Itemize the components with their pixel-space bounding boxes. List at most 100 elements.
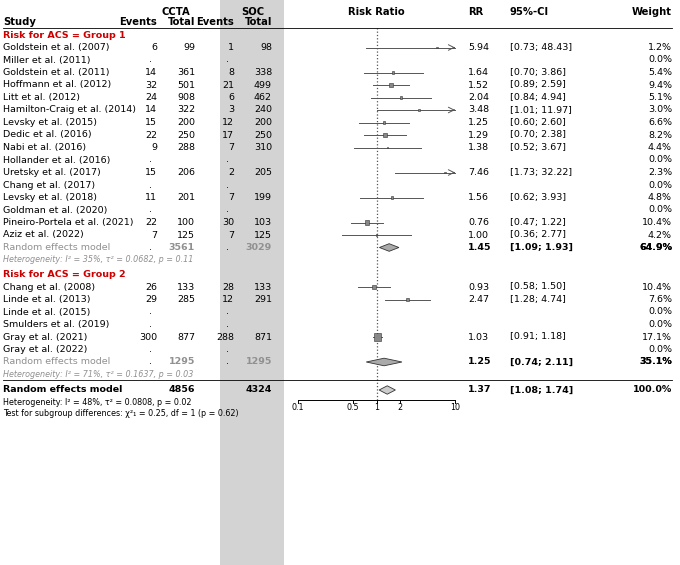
Text: 4856: 4856: [169, 385, 195, 394]
Text: 30: 30: [222, 218, 234, 227]
Text: 1: 1: [228, 43, 234, 52]
Text: .: .: [226, 320, 229, 329]
Text: Linde et al. (2013): Linde et al. (2013): [3, 295, 90, 304]
Text: 250: 250: [177, 131, 195, 140]
Text: 1.25: 1.25: [468, 358, 492, 367]
Text: Total: Total: [245, 17, 272, 27]
Polygon shape: [379, 386, 395, 394]
Text: 199: 199: [254, 193, 272, 202]
Text: 11: 11: [145, 193, 157, 202]
Text: 1.37: 1.37: [468, 385, 492, 394]
Text: 310: 310: [254, 143, 272, 152]
Text: .: .: [226, 243, 229, 252]
Text: Events: Events: [197, 17, 234, 27]
Text: [0.47; 1.22]: [0.47; 1.22]: [510, 218, 566, 227]
Text: 7.46: 7.46: [468, 168, 489, 177]
Text: 1.38: 1.38: [468, 143, 489, 152]
Text: CCTA: CCTA: [162, 7, 190, 17]
Text: 0.0%: 0.0%: [648, 345, 672, 354]
Text: 10.4%: 10.4%: [642, 282, 672, 292]
Text: 0.93: 0.93: [468, 282, 489, 292]
Text: [0.70; 3.86]: [0.70; 3.86]: [510, 68, 566, 77]
Text: [0.91; 1.18]: [0.91; 1.18]: [510, 332, 566, 341]
Text: 2.04: 2.04: [468, 93, 489, 102]
Text: SOC: SOC: [241, 7, 265, 17]
Text: Weight: Weight: [632, 7, 672, 17]
Text: Chang et al. (2017): Chang et al. (2017): [3, 180, 95, 189]
Bar: [220, 0, 284, 565]
Text: 9.4%: 9.4%: [648, 80, 672, 89]
Text: 21: 21: [222, 80, 234, 89]
Text: 288: 288: [216, 332, 234, 341]
Text: .: .: [226, 358, 229, 367]
Text: 100.0%: 100.0%: [633, 385, 672, 394]
Text: 2: 2: [228, 168, 234, 177]
Text: 4.2%: 4.2%: [648, 231, 672, 240]
Text: 1.64: 1.64: [468, 68, 489, 77]
Text: Aziz et al. (2022): Aziz et al. (2022): [3, 231, 84, 240]
Text: Smulders et al. (2019): Smulders et al. (2019): [3, 320, 109, 329]
Text: 103: 103: [254, 218, 272, 227]
Text: 99: 99: [183, 43, 195, 52]
Text: Goldstein et al. (2007): Goldstein et al. (2007): [3, 43, 109, 52]
Text: Levsky et al. (2018): Levsky et al. (2018): [3, 193, 97, 202]
Text: Chang et al. (2008): Chang et al. (2008): [3, 282, 95, 292]
Bar: [365, 220, 369, 225]
Text: 0.1: 0.1: [292, 403, 304, 412]
Text: .: .: [149, 345, 152, 354]
Text: 4324: 4324: [245, 385, 272, 394]
Text: Risk for ACS = Group 1: Risk for ACS = Group 1: [3, 31, 126, 40]
Text: 17: 17: [222, 131, 234, 140]
Text: 250: 250: [254, 131, 272, 140]
Text: [1.09; 1.93]: [1.09; 1.93]: [510, 243, 573, 252]
Text: .: .: [226, 155, 229, 164]
Bar: [418, 109, 420, 111]
Text: Risk Ratio: Risk Ratio: [348, 7, 405, 17]
Text: 3.48: 3.48: [468, 106, 489, 115]
Text: Dedic et al. (2016): Dedic et al. (2016): [3, 131, 92, 140]
Bar: [386, 146, 388, 149]
Text: 0.0%: 0.0%: [648, 307, 672, 316]
Text: 15: 15: [145, 118, 157, 127]
Text: Goldman et al. (2020): Goldman et al. (2020): [3, 206, 107, 215]
Text: Hoffmann et al. (2012): Hoffmann et al. (2012): [3, 80, 112, 89]
Text: 64.9%: 64.9%: [639, 243, 672, 252]
Text: 125: 125: [177, 231, 195, 240]
Text: [0.74; 2.11]: [0.74; 2.11]: [510, 358, 573, 367]
Text: Heterogeneity: I² = 48%, τ² = 0.0808, p = 0.02: Heterogeneity: I² = 48%, τ² = 0.0808, p …: [3, 398, 192, 407]
Text: 35.1%: 35.1%: [639, 358, 672, 367]
Text: 10.4%: 10.4%: [642, 218, 672, 227]
Text: [0.70; 2.38]: [0.70; 2.38]: [510, 131, 566, 140]
Text: 871: 871: [254, 332, 272, 341]
Text: [0.58; 1.50]: [0.58; 1.50]: [510, 282, 566, 292]
Text: Events: Events: [119, 17, 157, 27]
Bar: [444, 172, 446, 173]
Text: 14: 14: [145, 68, 157, 77]
Text: Total: Total: [168, 17, 195, 27]
Bar: [400, 97, 402, 98]
Text: [1.73; 32.22]: [1.73; 32.22]: [510, 168, 572, 177]
Text: 95%-Cl: 95%-Cl: [510, 7, 549, 17]
Text: 133: 133: [254, 282, 272, 292]
Text: 0.5: 0.5: [347, 403, 359, 412]
Text: 28: 28: [222, 282, 234, 292]
Text: .: .: [149, 358, 152, 367]
Text: 285: 285: [177, 295, 195, 304]
Text: .: .: [149, 320, 152, 329]
Text: 322: 322: [177, 106, 195, 115]
Text: 17.1%: 17.1%: [642, 332, 672, 341]
Text: Random effects model: Random effects model: [3, 385, 122, 394]
Text: 205: 205: [254, 168, 272, 177]
Text: Linde et al. (2015): Linde et al. (2015): [3, 307, 90, 316]
Text: Miller et al. (2011): Miller et al. (2011): [3, 55, 90, 64]
Text: 3561: 3561: [169, 243, 195, 252]
Bar: [390, 197, 392, 198]
Text: Heterogeneity: I² = 35%, τ² = 0.0682, p = 0.11: Heterogeneity: I² = 35%, τ² = 0.0682, p …: [3, 255, 193, 264]
Text: .: .: [226, 345, 229, 354]
Text: 3.0%: 3.0%: [648, 106, 672, 115]
Text: [0.89; 2.59]: [0.89; 2.59]: [510, 80, 566, 89]
Text: 1.25: 1.25: [468, 118, 489, 127]
Text: 240: 240: [254, 106, 272, 115]
Text: 1.56: 1.56: [468, 193, 489, 202]
Bar: [389, 83, 393, 87]
